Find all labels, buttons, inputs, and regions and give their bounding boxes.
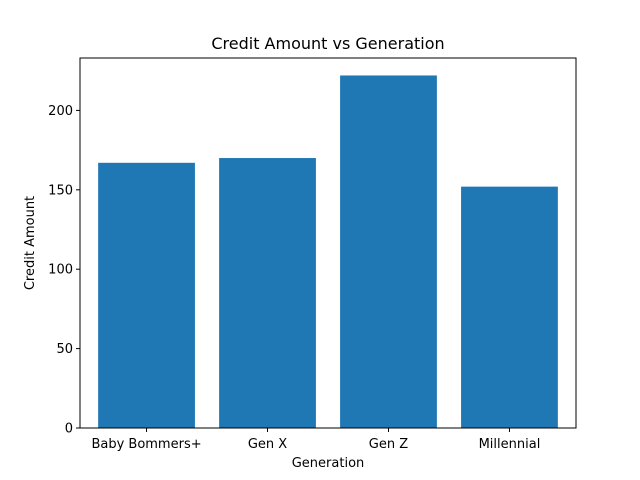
x-tick-label: Millennial [479, 437, 541, 452]
plot-frame [79, 57, 577, 429]
x-tick-label: Baby Bommers+ [91, 437, 201, 452]
x-tick-label: Gen X [248, 437, 287, 452]
chart-title: Credit Amount vs Generation [211, 34, 444, 53]
bar [461, 186, 558, 428]
y-tick-label: 150 [48, 183, 73, 198]
y-tick-label: 200 [48, 104, 73, 119]
bars-group [98, 75, 558, 429]
y-tick-label: 50 [56, 342, 73, 357]
bar [98, 162, 195, 428]
x-tick-label: Gen Z [369, 437, 408, 452]
x-axis-ticks: Baby Bommers+ Gen X Gen Z Millennial [91, 428, 540, 452]
y-tick-label: 0 [65, 422, 73, 437]
bar [219, 158, 316, 429]
bar [340, 75, 437, 429]
y-axis-ticks: 0 50 100 150 200 [48, 104, 80, 437]
y-axis-label: Credit Amount [23, 196, 38, 290]
y-tick-label: 100 [48, 263, 73, 278]
x-axis-label: Generation [292, 456, 365, 471]
